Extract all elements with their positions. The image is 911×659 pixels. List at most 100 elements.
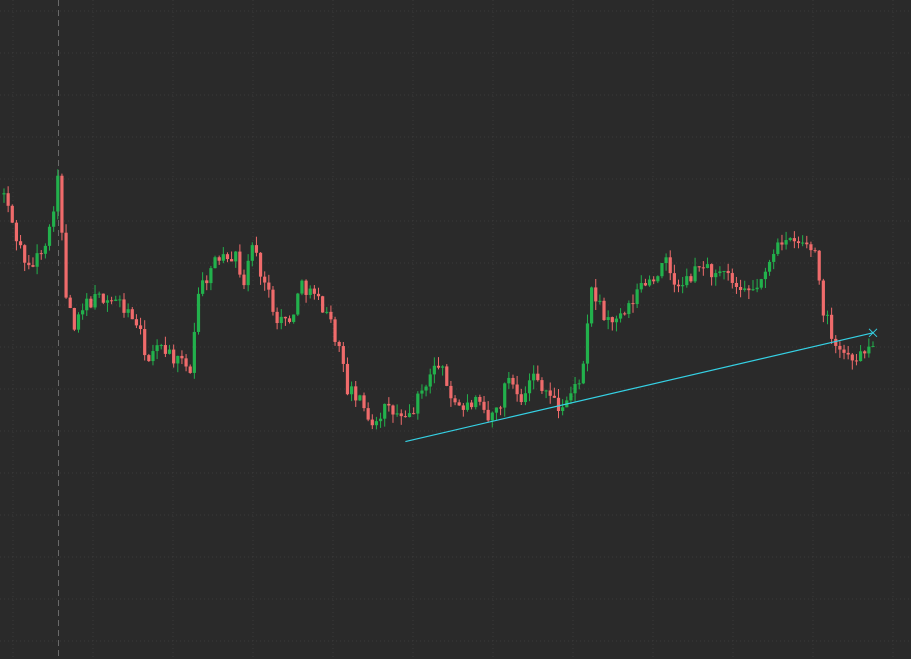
candle-body: [817, 250, 821, 281]
candle-body: [527, 380, 532, 394]
candle: [188, 364, 192, 374]
candle-body: [821, 280, 825, 316]
candle: [830, 307, 834, 344]
candle-body: [809, 244, 813, 251]
candle-body: [681, 285, 685, 287]
candle: [664, 253, 668, 271]
candle: [676, 279, 681, 293]
candle: [478, 394, 482, 406]
candle: [56, 169, 60, 220]
candle-body: [221, 254, 225, 261]
candle-body: [635, 289, 639, 305]
candle: [474, 395, 478, 410]
candle-body: [412, 413, 416, 415]
candle-body: [263, 276, 267, 283]
candle-body: [205, 280, 209, 284]
candle-body: [813, 250, 817, 252]
candle: [610, 316, 614, 331]
candle-body: [374, 421, 379, 426]
candle-body: [250, 245, 254, 261]
candle: [143, 320, 147, 361]
candle-body: [784, 240, 788, 245]
candle: [47, 224, 52, 251]
candle: [465, 394, 470, 412]
candle-body: [27, 262, 31, 266]
candle: [631, 294, 635, 313]
candle-body: [387, 403, 391, 406]
candle: [209, 265, 213, 291]
candle: [329, 305, 333, 323]
candle-body: [606, 317, 610, 320]
candle: [685, 268, 689, 288]
candle-body: [35, 253, 39, 267]
candle-body: [395, 413, 399, 415]
candle-body: [271, 289, 275, 312]
candle: [482, 395, 486, 414]
candle-body: [188, 366, 192, 373]
candle-body: [623, 313, 627, 315]
candle: [97, 291, 101, 298]
candle: [6, 186, 10, 213]
candle-body: [399, 413, 403, 417]
candle-body: [209, 268, 213, 284]
candle: [2, 188, 6, 203]
candle: [743, 280, 747, 292]
candle-body: [370, 419, 374, 426]
candle-body: [275, 311, 279, 324]
candle: [441, 365, 445, 376]
candle: [581, 360, 585, 385]
candle: [283, 316, 287, 326]
candle-body: [126, 309, 130, 313]
candle-body: [656, 276, 660, 282]
candle-body: [515, 384, 519, 395]
candle: [60, 173, 64, 241]
candle: [213, 255, 217, 269]
candle-body: [176, 355, 180, 364]
candle: [300, 279, 304, 296]
candle-body: [858, 351, 863, 362]
candle: [387, 397, 391, 412]
candle: [105, 295, 110, 312]
candle-body: [871, 346, 875, 348]
candle-body: [830, 314, 834, 339]
candle: [263, 271, 267, 291]
candle-body: [449, 385, 453, 399]
candle-body: [503, 383, 507, 408]
candle-body: [498, 407, 503, 409]
candle-body: [482, 401, 486, 410]
trendline-end-handle-icon: [868, 328, 878, 338]
candle: [221, 247, 225, 264]
trendline[interactable]: [405, 332, 874, 443]
candle-body: [378, 418, 383, 422]
candle: [858, 345, 863, 362]
candle-body: [68, 297, 72, 309]
candle-body: [759, 279, 763, 288]
candle: [134, 314, 139, 329]
candle-body: [196, 293, 201, 332]
candle: [647, 275, 652, 287]
candle-body: [540, 380, 544, 391]
candle: [540, 377, 544, 394]
candle: [225, 252, 230, 263]
candle-body: [105, 300, 110, 303]
candle: [569, 386, 573, 405]
candle: [254, 236, 259, 257]
candle: [714, 269, 718, 286]
candle: [801, 235, 805, 247]
candle: [788, 237, 792, 242]
trendline-layer[interactable]: [405, 328, 878, 443]
candle: [710, 263, 714, 286]
candle-body: [143, 329, 147, 356]
candle: [43, 243, 47, 259]
candle: [176, 355, 180, 373]
candle-body: [238, 251, 242, 275]
candle: [656, 275, 660, 284]
candle: [867, 338, 871, 358]
candle-body: [734, 282, 739, 287]
candle-body: [147, 355, 151, 362]
candle: [842, 344, 846, 360]
candle-body: [577, 383, 581, 385]
candle: [350, 381, 354, 402]
